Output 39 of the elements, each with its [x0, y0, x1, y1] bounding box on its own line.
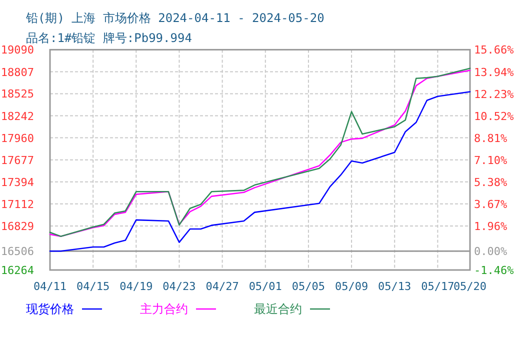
y2-tick-label: 12.23% — [474, 88, 514, 101]
x-tick-label: 04/11 — [33, 280, 67, 293]
chart-subtitle: 品名:1#铅锭 牌号:Pb99.994 — [26, 31, 192, 45]
legend-label: 主力合约 — [140, 302, 188, 316]
y2-tick-label: 10.52% — [474, 110, 514, 123]
y-tick-label: 19090 — [0, 44, 34, 57]
x-tick-label: 04/27 — [206, 280, 239, 293]
y2-tick-label: 0.00% — [474, 245, 508, 258]
y-tick-label: 18525 — [0, 88, 34, 101]
x-tick-label: 04/19 — [120, 280, 153, 293]
x-tick-label: 04/23 — [162, 280, 196, 293]
y-tick-label: 17394 — [0, 176, 34, 189]
x-tick-label: 05/05 — [292, 280, 326, 293]
y2-tick-label: 8.81% — [474, 132, 508, 145]
x-tick-label: 05/13 — [378, 280, 412, 293]
y2-tick-label: 3.67% — [474, 198, 508, 211]
x-tick-label: 04/15 — [76, 280, 110, 293]
y2-tick-label: 5.38% — [474, 176, 508, 189]
y2-tick-label: -1.46% — [474, 264, 514, 277]
y-tick-label: 17112 — [0, 198, 34, 211]
line-series — [49, 91, 471, 252]
y-tick-label: 17960 — [0, 132, 34, 145]
x-tick-label: 05/09 — [334, 280, 368, 293]
y2-tick-label: 7.10% — [474, 154, 508, 167]
x-tick-label: 05/20 — [453, 280, 487, 293]
y-tick-label: 16506 — [0, 245, 34, 258]
y-tick-label: 16264 — [0, 264, 34, 277]
y2-tick-label: 1.96% — [474, 220, 508, 233]
y-tick-label: 16829 — [0, 220, 34, 233]
y-tick-label: 18242 — [0, 110, 34, 123]
x-tick-label: 05/17 — [421, 280, 454, 293]
chart-title: 铅(期) 上海 市场价格 2024-04-11 - 2024-05-20 — [25, 11, 324, 25]
y2-tick-label: 13.94% — [474, 66, 514, 79]
legend-label: 现货价格 — [26, 302, 74, 316]
y-tick-label: 18807 — [0, 66, 34, 79]
x-tick-label: 05/01 — [248, 280, 282, 293]
y-tick-label: 17677 — [0, 154, 34, 167]
legend-label: 最近合约 — [254, 302, 302, 316]
y2-tick-label: 15.66% — [474, 44, 514, 57]
